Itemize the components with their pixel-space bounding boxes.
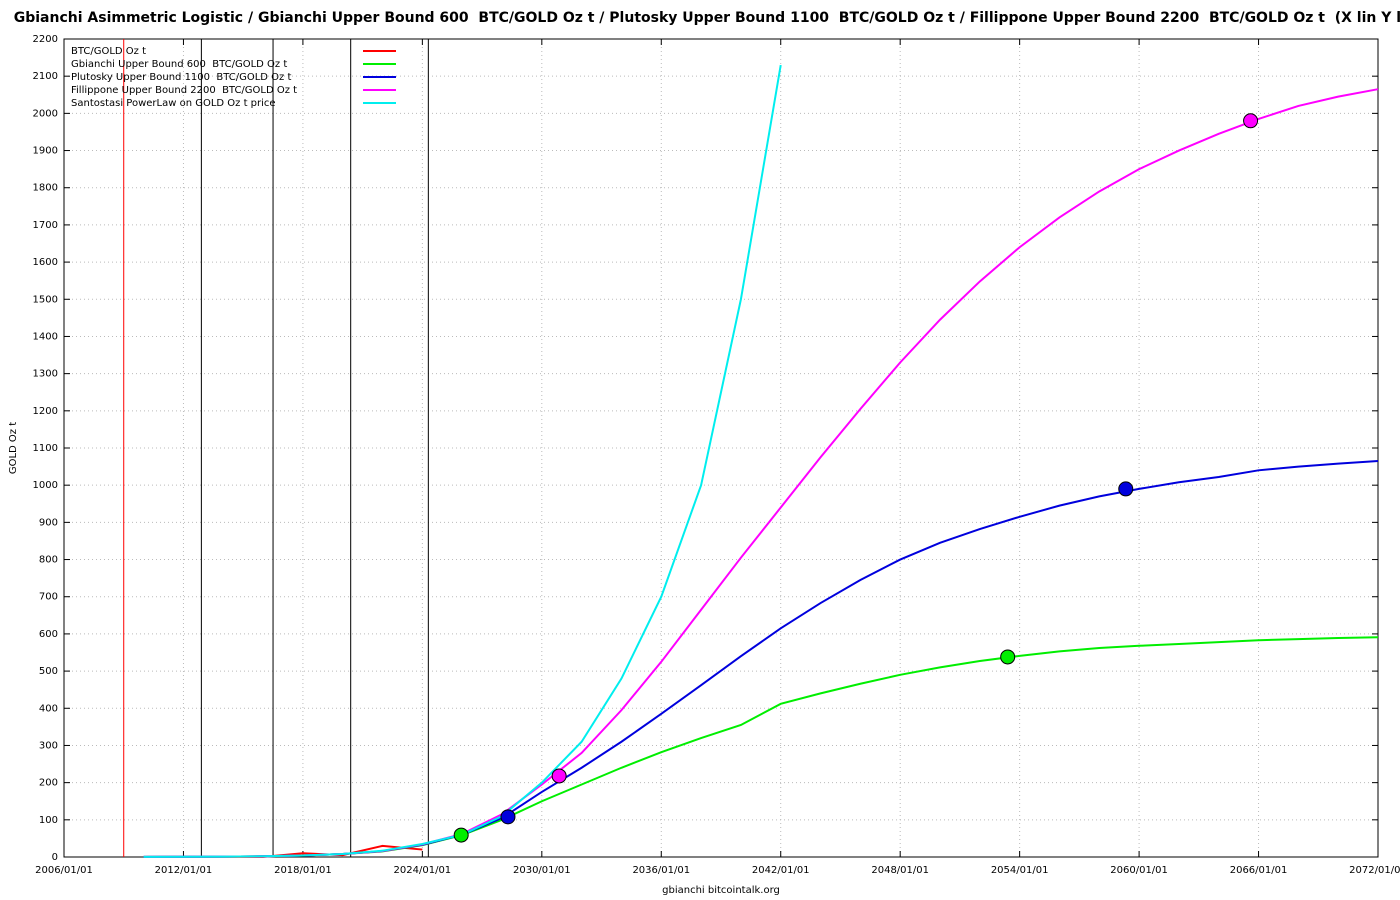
y-tick-label: 200 [39,778,58,789]
x-tick-label: 2048/01/01 [871,865,929,876]
y-tick-label: 900 [39,517,58,528]
y-tick-label: 100 [39,815,58,826]
point-marker [453,827,469,843]
y-tick-label: 2100 [33,71,58,82]
y-tick-label: 1500 [33,294,58,305]
y-tick-label: 1600 [33,257,58,268]
y-tick-label: 300 [39,740,58,751]
y-tick-label: 1900 [33,146,58,157]
chart-title: Gbianchi Asimmetric Logistic / Gbianchi … [14,10,1400,26]
x-tick-label: 2006/01/01 [35,865,93,876]
legend-label: Gbianchi Upper Bound 600 BTC/GOLD Oz t [71,59,287,70]
x-tick-label: 2036/01/01 [632,865,690,876]
x-tick-label: 2066/01/01 [1230,865,1288,876]
y-tick-label: 800 [39,555,58,566]
point-marker [500,809,516,825]
x-tick-label: 2012/01/01 [155,865,213,876]
y-tick-label: 1200 [33,406,58,417]
y-tick-label: 1100 [33,443,58,454]
y-tick-label: 600 [39,629,58,640]
x-tick-label: 2060/01/01 [1110,865,1168,876]
y-tick-label: 1300 [33,369,58,380]
point-marker [1000,649,1016,665]
y-tick-label: 0 [52,852,58,863]
x-tick-label: 2018/01/01 [274,865,332,876]
legend-label: Fillippone Upper Bound 2200 BTC/GOLD Oz … [71,85,297,96]
y-tick-label: 700 [39,592,58,603]
x-tick-label: 2024/01/01 [394,865,452,876]
legend-label: Plutosky Upper Bound 1100 BTC/GOLD Oz t [71,72,291,83]
y-tick-label: 1700 [33,220,58,231]
y-tick-label: 500 [39,666,58,677]
y-tick-label: 1800 [33,183,58,194]
x-tick-label: 2072/01/01 [1349,865,1400,876]
point-marker [1118,481,1134,497]
point-marker [551,768,567,784]
plot-frame [63,38,1379,858]
x-axis-label: gbianchi bitcointalk.org [662,885,780,896]
x-tick-label: 2030/01/01 [513,865,571,876]
y-tick-label: 2000 [33,108,58,119]
legend-label: Santostasi PowerLaw on GOLD Oz t price [71,98,276,109]
legend-label: BTC/GOLD Oz t [71,46,146,57]
y-tick-label: 1400 [33,331,58,342]
y-tick-label: 2200 [33,34,58,45]
y-tick-label: 1000 [33,480,58,491]
y-axis-label: GOLD Oz t [8,422,19,474]
y-tick-label: 400 [39,703,58,714]
point-marker [1243,113,1259,129]
x-tick-label: 2042/01/01 [752,865,810,876]
x-tick-label: 2054/01/01 [991,865,1049,876]
